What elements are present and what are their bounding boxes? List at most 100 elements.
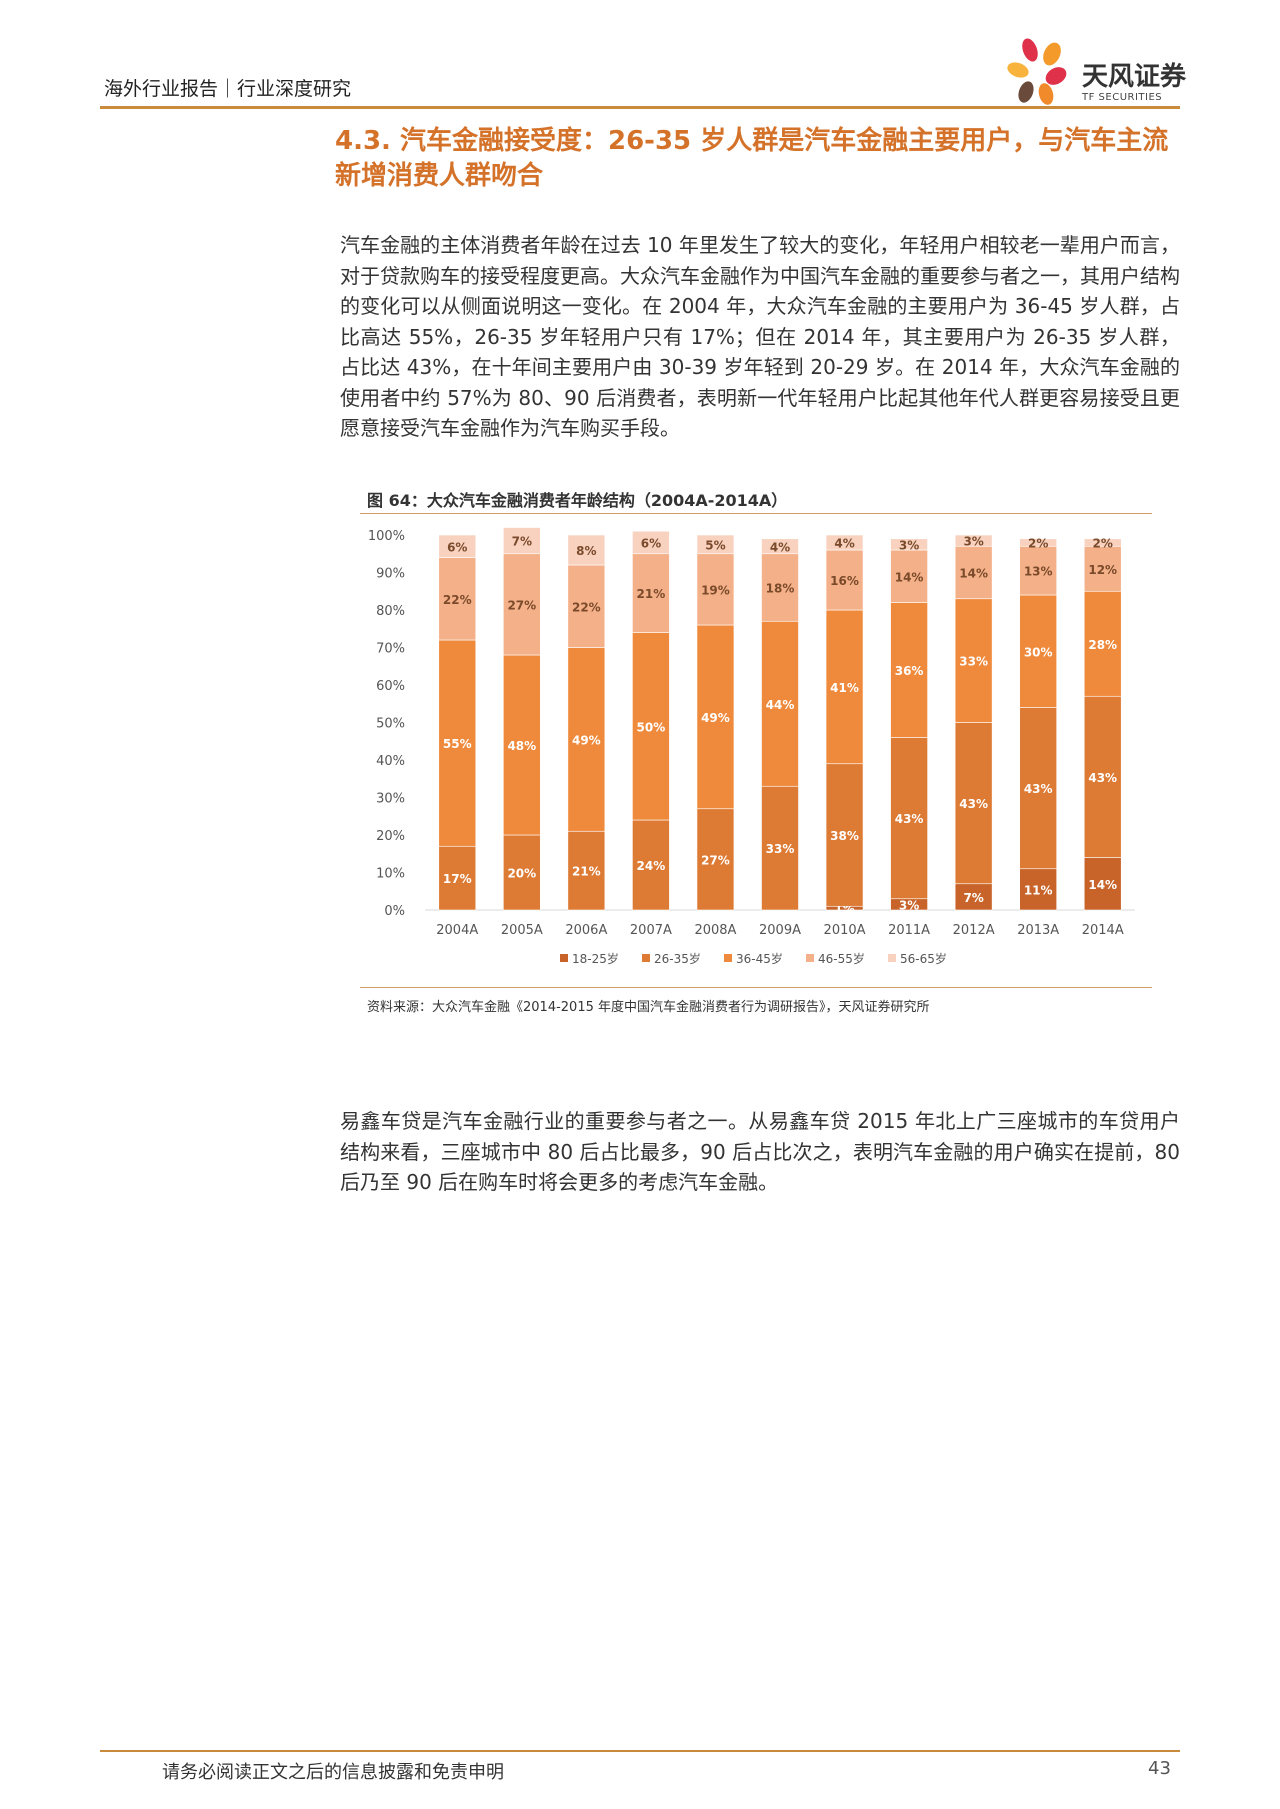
bar-segment: [1083, 857, 1122, 911]
data-label: 33%: [959, 655, 988, 669]
legend-label: 26-35岁: [654, 951, 701, 966]
bar-segment: [503, 527, 541, 555]
bar-segment: [761, 785, 799, 911]
data-label: 49%: [701, 711, 730, 725]
header-divider: [100, 106, 1180, 109]
y-tick-label: 10%: [376, 867, 405, 882]
y-tick-label: 30%: [376, 792, 405, 807]
data-label: 14%: [895, 570, 924, 584]
data-label: 5%: [705, 538, 725, 552]
data-label: 12%: [1088, 563, 1117, 577]
legend-swatch: [724, 954, 732, 962]
x-tick-label: 2008A: [694, 923, 736, 938]
x-tick-label: 2005A: [501, 923, 543, 938]
data-label: 2%: [1093, 537, 1113, 551]
data-label: 4%: [834, 537, 854, 551]
data-label: 17%: [443, 872, 472, 886]
page-number: 43: [1148, 1758, 1171, 1779]
legend-swatch: [888, 954, 896, 962]
legend-label: 46-55岁: [818, 951, 865, 966]
bar-segment: [567, 534, 606, 566]
bar-segment: [1083, 545, 1122, 592]
bar-segment: [632, 632, 670, 821]
x-tick-label: 2007A: [630, 923, 672, 938]
bar-segment: [1019, 594, 1057, 708]
data-label: 7%: [963, 891, 983, 905]
data-label: 3%: [899, 898, 919, 912]
bar-segment: [1083, 538, 1122, 547]
y-tick-label: 90%: [376, 567, 405, 582]
bar-segment: [825, 763, 864, 907]
section-title: 4.3. 汽车金融接受度：26-35 岁人群是汽车金融主要用户，与汽车主流新增消…: [335, 126, 1169, 191]
bar-segment: [825, 549, 864, 611]
bar-segment: [696, 624, 735, 810]
figure-bottom-rule: [360, 987, 1152, 988]
x-tick-label: 2009A: [759, 923, 801, 938]
data-label: 19%: [701, 583, 730, 597]
x-tick-label: 2010A: [824, 923, 866, 938]
bar-segment: [890, 549, 928, 603]
data-label: 30%: [1024, 645, 1053, 659]
figure-title: 图 64：大众汽车金融消费者年龄结构（2004A-2014A）: [367, 491, 788, 510]
bar-segment: [954, 598, 993, 723]
logo-chinese-name: 天风证券: [1082, 62, 1187, 92]
data-label: 33%: [766, 842, 795, 856]
bar-segment: [567, 564, 606, 648]
data-label: 48%: [507, 739, 536, 753]
x-tick-label: 2012A: [953, 923, 995, 938]
bar-segment: [1019, 868, 1057, 911]
bar-segment: [632, 553, 670, 633]
bar-segment: [1019, 545, 1057, 596]
bar-segment: [1019, 707, 1057, 870]
brand-logo: 天风证券 TF SECURITIES: [1004, 36, 1194, 108]
figure-top-rule: [360, 513, 1152, 514]
bar-segment: [761, 620, 799, 787]
bar-segment: [1019, 538, 1057, 547]
data-label: 20%: [507, 867, 536, 881]
x-tick-label: 2004A: [436, 923, 478, 938]
bar-segment: [761, 553, 799, 622]
data-label: 3%: [963, 535, 983, 549]
body-paragraph-1: 汽车金融的主体消费者年龄在过去 10 年里发生了较大的变化，年轻用户相较老一辈用…: [340, 233, 1180, 440]
data-label: 43%: [1088, 771, 1117, 785]
x-tick-label: 2011A: [888, 923, 930, 938]
bar-segment: [438, 534, 477, 558]
bar-segment: [954, 883, 993, 911]
data-label: 43%: [1024, 782, 1053, 796]
bar-segment: [438, 845, 477, 911]
flower-logo-icon: [1007, 38, 1067, 105]
bar-segment: [954, 534, 993, 547]
bar-segment: [632, 819, 670, 911]
data-label: 22%: [572, 600, 601, 614]
legend-label: 18-25岁: [572, 951, 619, 966]
data-label: 41%: [830, 681, 859, 695]
bar-segment: [890, 602, 928, 738]
y-tick-label: 50%: [376, 717, 405, 732]
data-label: 2%: [1028, 537, 1048, 551]
data-label: 14%: [959, 567, 988, 581]
data-label: 3%: [899, 538, 919, 552]
data-label: 27%: [507, 598, 536, 612]
data-label: 22%: [443, 593, 472, 607]
data-label: 16%: [830, 574, 859, 588]
legend-swatch: [642, 954, 650, 962]
logo-english-name: TF SECURITIES: [1082, 92, 1163, 103]
y-tick-label: 60%: [376, 679, 405, 694]
bar-segment: [954, 545, 993, 600]
data-label: 8%: [576, 544, 596, 558]
bar-segment: [503, 553, 541, 656]
data-label: 49%: [572, 733, 601, 747]
x-tick-label: 2006A: [565, 923, 607, 938]
bar-segment: [696, 553, 735, 626]
figure-source: 资料来源：大众汽车金融《2014-2015 年度中国汽车金融消费者行为调研报告》…: [367, 1000, 930, 1015]
body-paragraph-2: 易鑫车贷是汽车金融行业的重要参与者之一。从易鑫车贷 2015 年北上广三座城市的…: [340, 1109, 1180, 1194]
y-tick-label: 0%: [384, 904, 405, 919]
bar-segment: [890, 538, 928, 551]
bar-segment: [632, 530, 670, 555]
data-label: 18%: [766, 582, 795, 596]
data-label: 50%: [637, 720, 666, 734]
y-tick-label: 20%: [376, 829, 405, 844]
legend-label: 56-65岁: [900, 951, 947, 966]
data-label: 43%: [895, 812, 924, 826]
bar-segment: [890, 737, 928, 900]
